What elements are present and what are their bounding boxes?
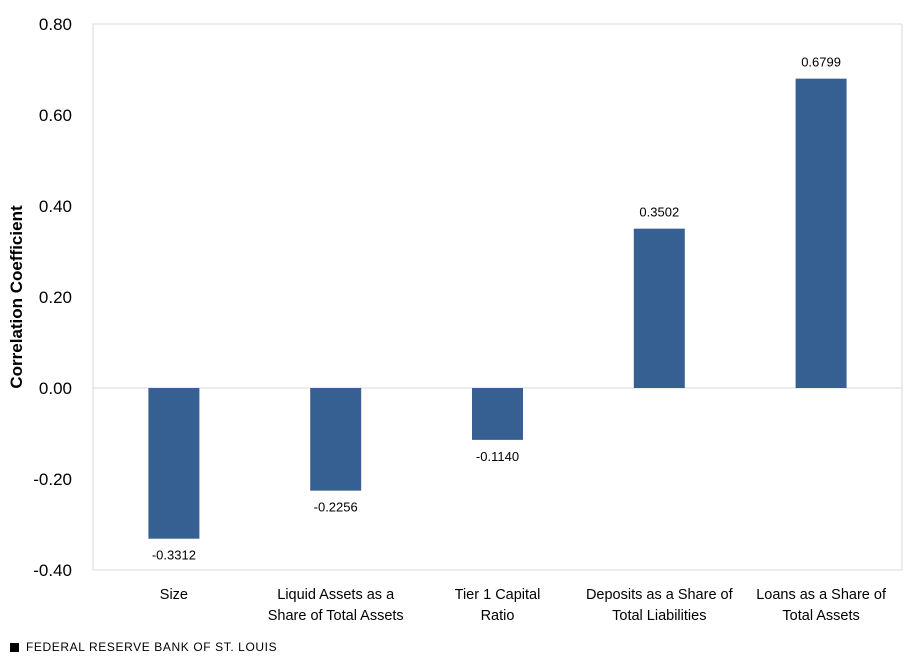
- y-tick-label: 0.20: [39, 288, 72, 307]
- plot-area-border: [92, 23, 903, 571]
- x-category-label: Total Assets: [782, 608, 859, 624]
- bar: [633, 228, 685, 388]
- bar-value-label: 0.3502: [639, 205, 679, 220]
- footer-square-icon: [10, 642, 19, 652]
- y-tick-label: 0.00: [39, 379, 72, 398]
- footer-source-text: FEDERAL RESERVE BANK OF ST. LOUIS: [26, 640, 278, 654]
- x-category-label: Total Liabilities: [612, 608, 706, 624]
- x-category-label: Liquid Assets as a: [277, 587, 395, 603]
- bar: [795, 78, 847, 388]
- y-tick-label: 0.80: [39, 15, 72, 34]
- footer-source: FEDERAL RESERVE BANK OF ST. LOUIS: [10, 640, 277, 654]
- x-category-label: Size: [160, 587, 188, 603]
- y-tick-label: 0.60: [39, 106, 72, 125]
- bar: [310, 388, 362, 491]
- y-axis-title: Correlation Coefficient: [7, 205, 26, 389]
- x-category-label: Loans as a Share of: [756, 587, 887, 603]
- y-tick-label: -0.20: [33, 470, 72, 489]
- x-category-label: Tier 1 Capital: [455, 587, 541, 603]
- correlation-bar-chart: -0.40 -0.20 0.00 0.20 0.40 0.60 0.80 Correlatio…: [7, 15, 903, 624]
- y-tick-label: 0.40: [39, 197, 72, 216]
- bar-value-label: -0.1140: [476, 449, 519, 464]
- bar: [472, 388, 523, 440]
- bar-value-label: -0.3312: [152, 548, 196, 563]
- bar-value-label: 0.6799: [801, 55, 841, 70]
- x-category-label: Deposits as a Share of: [586, 587, 734, 603]
- bar: [148, 388, 200, 539]
- bar-value-label: -0.2256: [314, 500, 358, 515]
- x-category-label: Ratio: [481, 608, 515, 624]
- x-category-label: Share of Total Assets: [268, 608, 404, 624]
- y-tick-label: -0.40: [33, 561, 72, 580]
